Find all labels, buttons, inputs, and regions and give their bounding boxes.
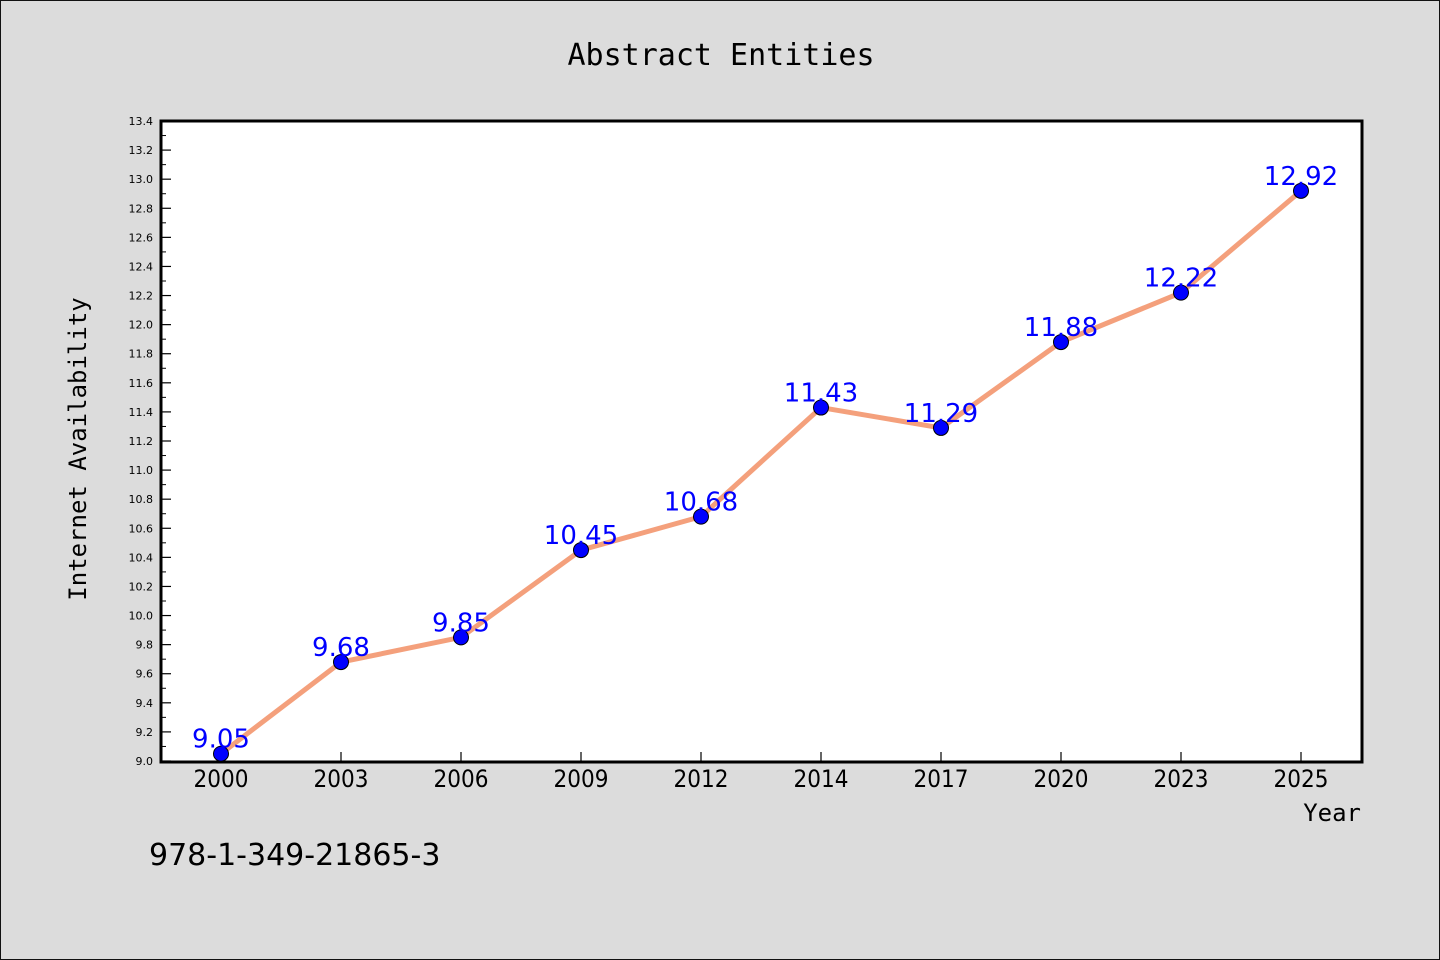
x-tick-label: 2020 xyxy=(1034,765,1089,793)
y-tick-label: 10.2 xyxy=(129,580,154,593)
x-tick-label: 2000 xyxy=(194,765,249,793)
data-point xyxy=(453,629,469,646)
data-point xyxy=(693,508,709,525)
x-tick-label: 2009 xyxy=(554,765,609,793)
x-axis-label: Year xyxy=(1303,799,1361,827)
data-label: 10.45 xyxy=(544,521,618,551)
x-tick-label: 2017 xyxy=(914,765,969,793)
x-tick-label: 2014 xyxy=(794,765,849,793)
data-point xyxy=(813,399,829,416)
y-tick-label: 11.8 xyxy=(129,348,154,361)
y-tick-label: 10.6 xyxy=(129,522,154,535)
data-point xyxy=(1053,334,1069,351)
data-label: 9.68 xyxy=(312,633,370,663)
y-tick-label: 12.6 xyxy=(129,231,154,244)
data-label: 11.43 xyxy=(784,379,858,409)
chart-title: Abstract Entities xyxy=(567,38,874,73)
x-axis: 2000 2003 2006 2009 2012 2014 2017 2020 2023 2025 xyxy=(194,752,1329,793)
y-tick-label: 9.0 xyxy=(136,755,154,768)
y-axis: 9.0 9.2 9.4 9.6 9.8 10.0 10.2 10.4 10.6 10.8 11.0 1… xyxy=(129,115,171,768)
y-tick-label: 13.4 xyxy=(129,115,154,128)
y-tick-label: 12.8 xyxy=(129,202,154,215)
y-tick-label: 9.6 xyxy=(136,668,154,681)
x-tick-label: 2003 xyxy=(314,765,369,793)
data-label: 11.29 xyxy=(904,399,978,429)
series-line-group xyxy=(218,188,1304,757)
data-point xyxy=(1173,284,1189,301)
y-tick-label: 9.2 xyxy=(136,726,154,739)
y-tick-label: 10.0 xyxy=(129,610,154,623)
y-tick-label: 11.4 xyxy=(129,406,154,419)
y-tick-label: 11.0 xyxy=(129,464,154,477)
x-tick-label: 2023 xyxy=(1154,765,1209,793)
data-label: 11.88 xyxy=(1024,313,1098,343)
y-tick-label: 12.0 xyxy=(129,319,154,332)
data-label: 12.22 xyxy=(1144,264,1218,294)
isbn-text: 978-1-349-21865-3 xyxy=(149,838,440,873)
y-tick-label: 13.2 xyxy=(129,144,154,157)
data-labels-group: 9.05 9.68 9.85 10.45 10.68 11.43 11.29 11.88 12.… xyxy=(192,162,1338,755)
y-axis-label: Internet Availability xyxy=(64,297,92,600)
x-tick-label: 2012 xyxy=(674,765,729,793)
series-points-group xyxy=(213,182,1309,762)
data-label: 10.68 xyxy=(664,488,738,518)
data-label: 9.85 xyxy=(432,608,490,638)
y-tick-label: 10.4 xyxy=(129,551,154,564)
y-tick-label: 12.2 xyxy=(129,290,154,303)
y-tick-label: 13.0 xyxy=(129,173,154,186)
x-tick-label: 2025 xyxy=(1274,765,1329,793)
y-tick-label: 10.8 xyxy=(129,493,154,506)
data-point xyxy=(213,745,229,762)
y-tick-label: 11.2 xyxy=(129,435,154,448)
x-tick-label: 2006 xyxy=(434,765,489,793)
y-tick-label: 12.4 xyxy=(129,260,154,273)
data-point xyxy=(933,419,949,436)
y-tick-label: 9.4 xyxy=(136,697,154,710)
series-line xyxy=(218,188,1304,757)
data-point xyxy=(333,654,349,671)
y-tick-label: 11.6 xyxy=(129,377,154,390)
y-tick-label: 9.8 xyxy=(136,639,154,652)
data-point xyxy=(573,542,589,559)
data-label: 9.05 xyxy=(192,725,250,755)
data-label: 12.92 xyxy=(1264,162,1338,192)
data-point xyxy=(1293,182,1309,199)
plot-area xyxy=(159,119,1364,764)
